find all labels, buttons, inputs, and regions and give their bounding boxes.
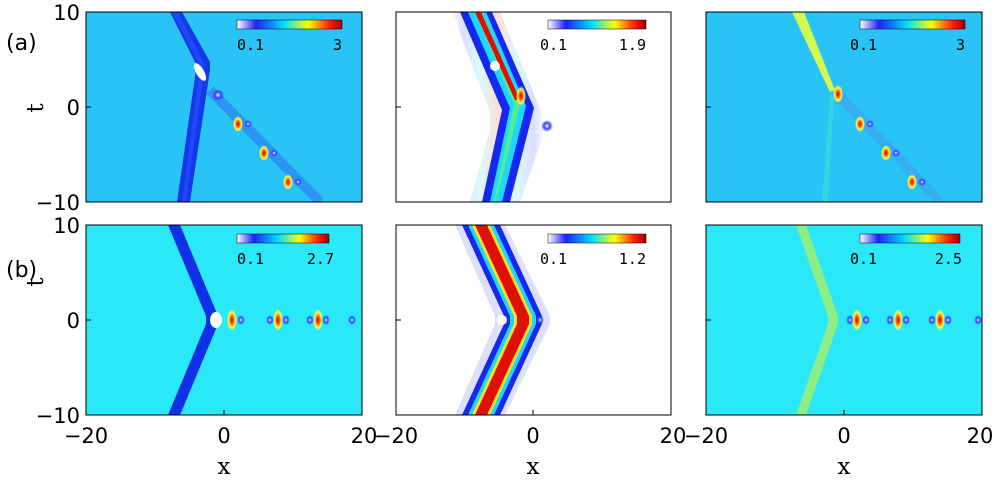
panel-a1 xyxy=(86,12,362,202)
panel-a2 xyxy=(396,12,671,202)
colorbar-b3: 0.1 2.5 xyxy=(850,233,962,268)
x-tick-2-left: −20 xyxy=(374,424,418,448)
breather-chain-a3 xyxy=(833,85,926,190)
colorbar-a3-max: 3 xyxy=(956,36,965,54)
y-tick-b-mid: 0 xyxy=(67,309,80,333)
colorbar-a1: 0.1 3 xyxy=(236,19,343,54)
y-tick-a-top: 10 xyxy=(53,1,80,25)
breather-chain-a1 xyxy=(212,89,302,190)
y-axis-label-a: t xyxy=(23,103,49,113)
x-tick-1-mid: 0 xyxy=(217,424,230,448)
x-axis-label-2: x xyxy=(527,454,540,480)
x-tick-2-right: 20 xyxy=(660,424,687,448)
panel-a3 xyxy=(706,12,982,202)
colorbar-a2: 0.1 1.9 xyxy=(540,19,647,54)
colorbar-b1-max: 2.7 xyxy=(307,250,334,268)
panel-b3 xyxy=(706,225,982,415)
panel-b1 xyxy=(86,225,362,415)
colorbar-a1-max: 3 xyxy=(333,36,342,54)
y-axis-label-b: t xyxy=(23,277,49,287)
y-tick-b-top: 10 xyxy=(53,214,80,238)
colorbar-b3-max: 2.5 xyxy=(935,250,962,268)
colorbar-a3: 0.1 3 xyxy=(850,19,966,54)
colorbar-b2: 0.1 1.2 xyxy=(540,233,647,268)
x-tick-3-left: −20 xyxy=(684,424,728,448)
colorbar-a1-min: 0.1 xyxy=(237,36,264,54)
y-tick-b-bottom: −10 xyxy=(36,404,80,428)
colorbar-b2-min: 0.1 xyxy=(540,250,567,268)
breather-chain-b3 xyxy=(846,309,982,331)
y-tick-a-bottom: −10 xyxy=(36,191,80,215)
row-label-b: (b) xyxy=(6,258,37,283)
colorbar-a3-min: 0.1 xyxy=(850,36,877,54)
x-tick-3-mid: 0 xyxy=(837,424,850,448)
colorbar-b1: 0.1 2.7 xyxy=(236,233,334,268)
row-label-a: (a) xyxy=(6,31,37,56)
panel-b2 xyxy=(396,225,671,415)
x-tick-2-mid: 0 xyxy=(526,424,539,448)
x-axis-label-3: x xyxy=(838,454,851,480)
breather-chain-b1 xyxy=(227,309,356,331)
colorbar-b1-min: 0.1 xyxy=(237,250,264,268)
colorbar-a2-max: 1.9 xyxy=(619,36,646,54)
colorbar-b2-max: 1.2 xyxy=(619,250,646,268)
x-axis-label-1: x xyxy=(218,454,231,480)
x-tick-1-left: −20 xyxy=(64,424,108,448)
colorbar-a2-min: 0.1 xyxy=(540,36,567,54)
x-tick-3-right: 20 xyxy=(967,424,994,448)
x-tick-1-right: 20 xyxy=(351,424,378,448)
y-tick-a-mid: 0 xyxy=(67,96,80,120)
colorbar-b3-min: 0.1 xyxy=(850,250,877,268)
